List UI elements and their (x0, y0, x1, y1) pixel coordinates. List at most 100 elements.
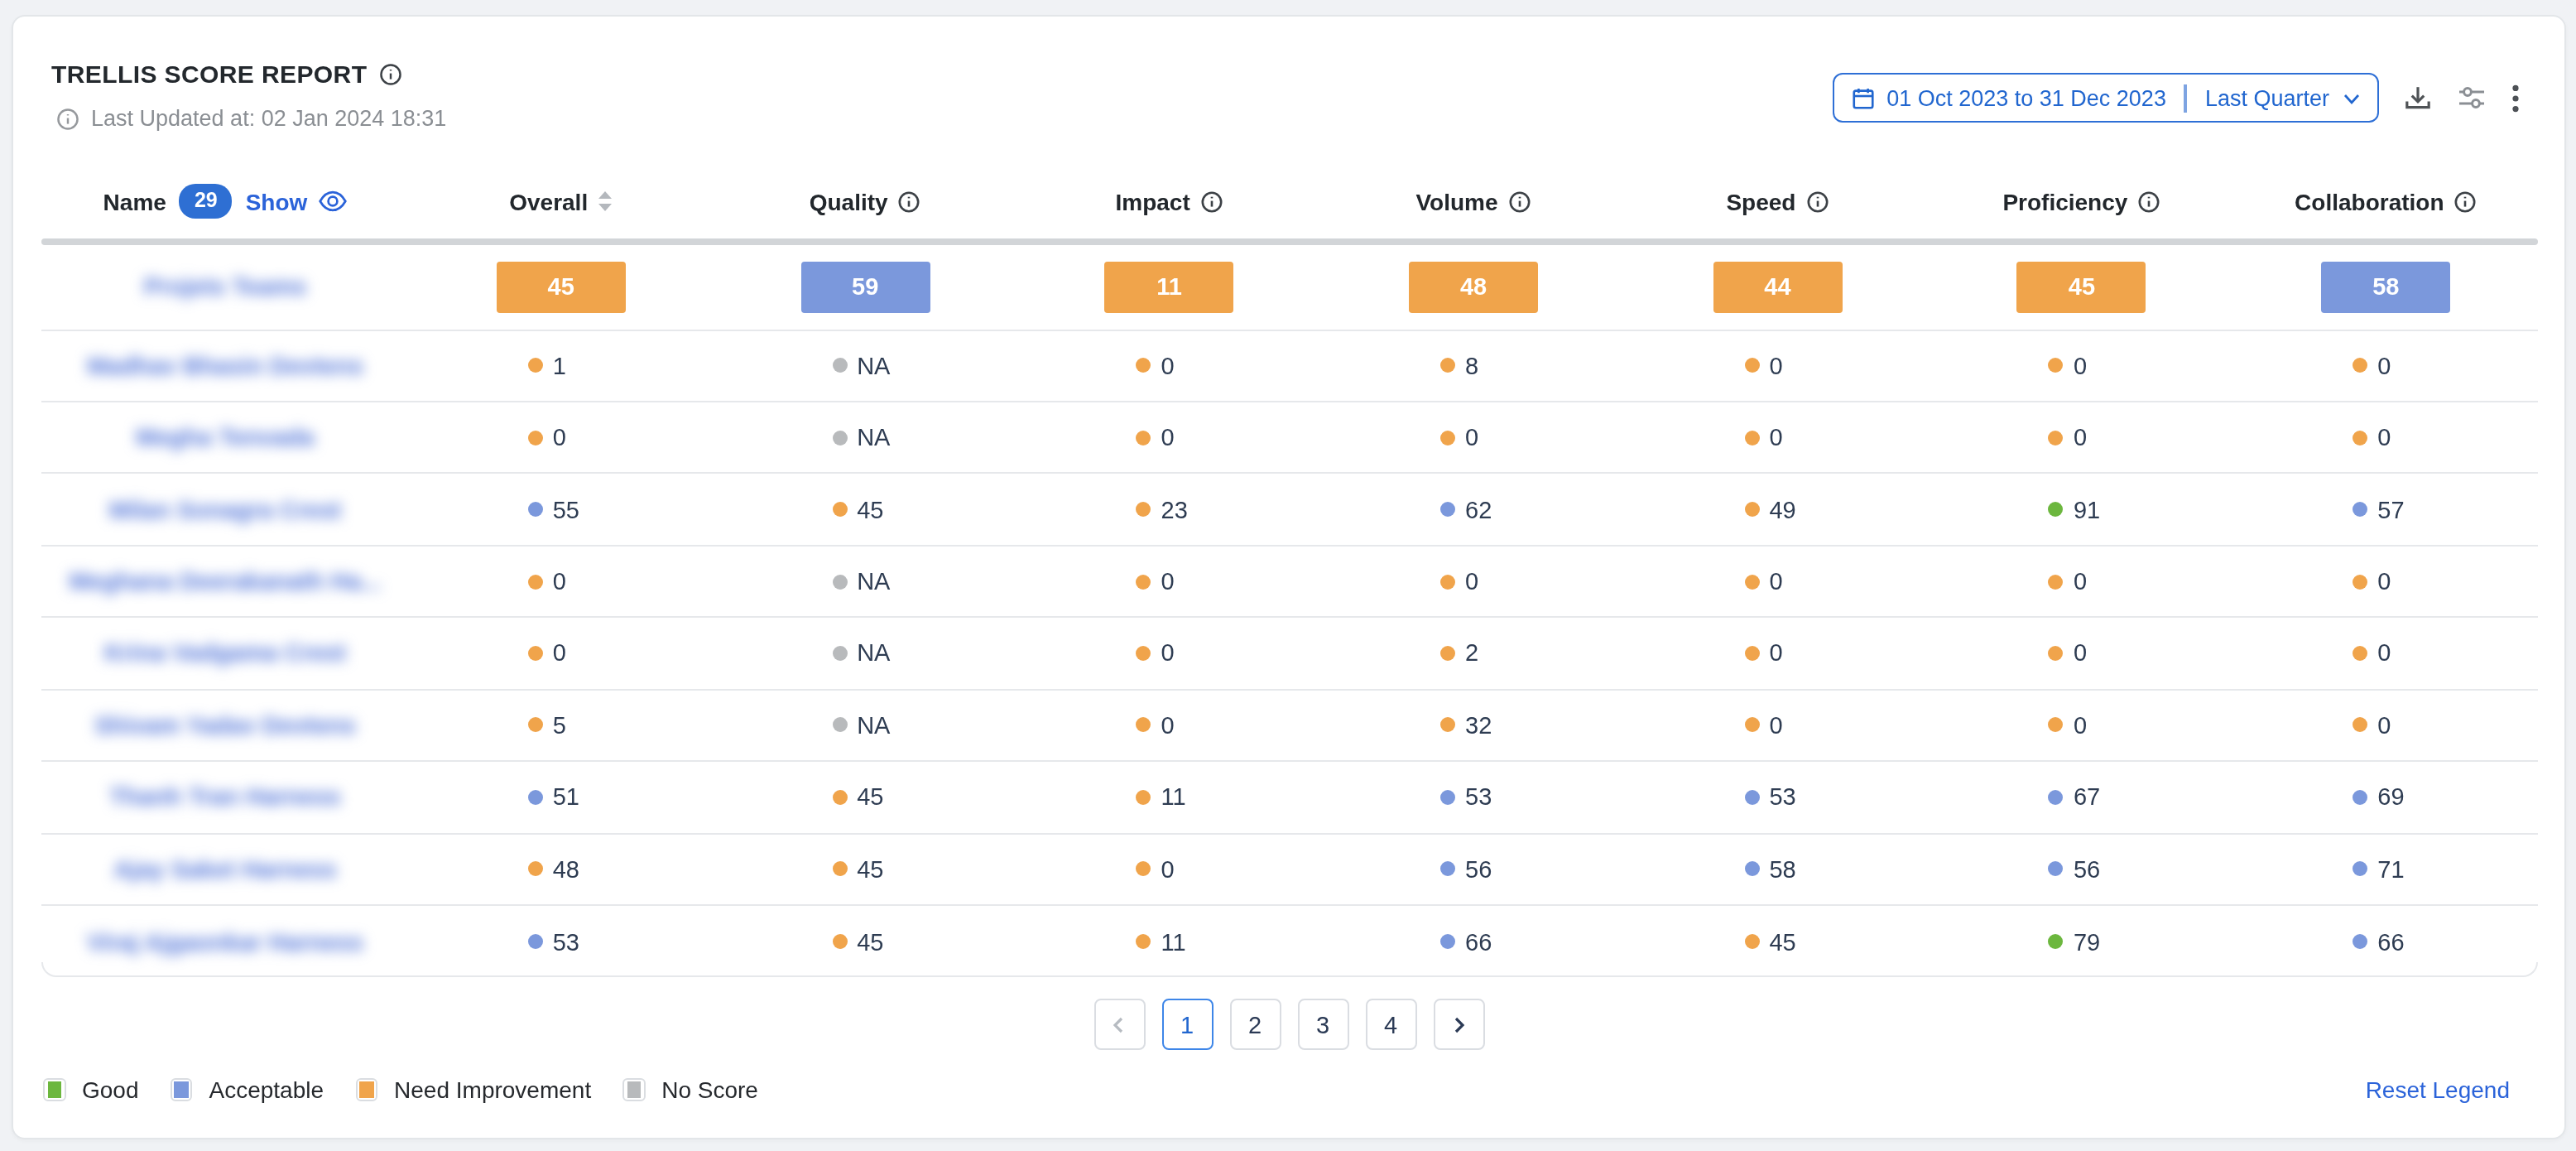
score-value: 0 (528, 424, 594, 450)
info-icon[interactable] (1200, 190, 1223, 213)
reset-legend-link[interactable]: Reset Legend (2366, 1076, 2510, 1103)
column-header-collaboration: Collaboration (2234, 188, 2538, 214)
member-name-link[interactable]: Meghana Deerakanath Ha... (69, 568, 381, 595)
member-name-link[interactable]: Viraj Ajgaonkar Harness (87, 928, 363, 955)
eye-icon[interactable] (317, 190, 347, 212)
download-icon[interactable] (2404, 84, 2432, 112)
member-name-link[interactable]: Megha Tenvada (136, 424, 314, 450)
pagination-page-3[interactable]: 3 (1297, 999, 1348, 1050)
score-dot (832, 358, 847, 373)
score-dot (1137, 358, 1151, 373)
legend-checkbox[interactable] (171, 1079, 193, 1101)
page: TRELLIS SCORE REPORT Last Updated at: 02… (0, 0, 2576, 1151)
legend-checkbox[interactable] (622, 1079, 645, 1101)
score-value: 0 (2353, 352, 2419, 378)
pagination-page-4[interactable]: 4 (1365, 999, 1416, 1050)
score-dot (1440, 574, 1455, 589)
legend-item-no_score[interactable]: No Score (622, 1076, 758, 1103)
pagination: 1234 (13, 999, 2564, 1050)
table-body: Projets Teams45591148444558Madhav Bhasin… (41, 244, 2538, 978)
info-icon[interactable] (2454, 190, 2477, 213)
score-chip: 59 (800, 261, 930, 312)
score-value: 0 (1137, 640, 1203, 667)
legend-label: Need Improvement (394, 1076, 591, 1103)
pagination-prev-button[interactable] (1093, 999, 1145, 1050)
score-dot (1744, 862, 1759, 877)
info-icon[interactable] (1508, 190, 1531, 213)
legend-item-good[interactable]: Good (43, 1076, 139, 1103)
score-value: 45 (832, 784, 898, 811)
score-dot (1744, 574, 1759, 589)
score-value: 69 (2353, 784, 2419, 811)
score-value: 71 (2353, 856, 2419, 883)
date-range-picker[interactable]: 01 Oct 2023 to 31 Dec 2023 Last Quarter (1832, 73, 2379, 123)
score-value: 48 (528, 856, 594, 883)
info-icon[interactable] (2137, 190, 2160, 213)
score-dot (832, 934, 847, 949)
kebab-menu-icon[interactable] (2511, 84, 2520, 112)
score-dot (1744, 718, 1759, 733)
info-icon[interactable] (1805, 190, 1829, 213)
table-row: Megha Tenvada0NA00000 (41, 402, 2538, 474)
member-name-link[interactable]: Krina Vadgama Crest (104, 640, 346, 667)
show-names-button[interactable]: Show (246, 188, 308, 214)
score-dot (2049, 790, 2064, 805)
legend-label: Good (82, 1076, 139, 1103)
pagination-next-button[interactable] (1433, 999, 1484, 1050)
score-dot (2353, 934, 2367, 949)
date-range-text: 01 Oct 2023 to 31 Dec 2023 (1886, 85, 2166, 110)
legend-item-acceptable[interactable]: Acceptable (171, 1076, 324, 1103)
score-dot (1440, 718, 1455, 733)
score-value: 45 (832, 856, 898, 883)
title-info-icon[interactable] (378, 62, 401, 85)
legend-checkbox[interactable] (43, 1079, 65, 1101)
score-value: 53 (528, 928, 594, 955)
score-value: 91 (2049, 496, 2115, 523)
pagination-page-2[interactable]: 2 (1229, 999, 1281, 1050)
score-value: 0 (2353, 568, 2419, 595)
sort-icon[interactable] (598, 190, 613, 212)
score-value: 0 (1440, 424, 1507, 450)
chevron-down-icon (2341, 87, 2362, 108)
member-name-link[interactable]: Thanh Tran Harness (110, 784, 341, 811)
score-dot (832, 646, 847, 661)
score-dot (1440, 358, 1455, 373)
score-chip: 48 (1409, 261, 1538, 312)
score-chip: 11 (1105, 261, 1234, 312)
table-row: Milan Sonagra Crest55452362499157 (41, 474, 2538, 547)
table-row: Thanh Tran Harness51451153536769 (41, 762, 2538, 834)
score-dot (528, 646, 543, 661)
score-dot (2353, 718, 2367, 733)
score-dot (1137, 934, 1151, 949)
settings-sliders-icon[interactable] (2457, 83, 2487, 113)
pagination-page-1[interactable]: 1 (1161, 999, 1213, 1050)
member-name-link[interactable]: Projets Teams (144, 273, 306, 300)
score-value: 0 (1137, 712, 1203, 739)
table-row: Ajay Saket Harness4845056585671 (41, 834, 2538, 906)
score-dot (832, 718, 847, 733)
column-header-overall[interactable]: Overall (409, 188, 713, 214)
score-dot (1440, 502, 1455, 517)
info-icon[interactable] (898, 190, 921, 213)
score-dot (2049, 358, 2064, 373)
score-dot (2353, 358, 2367, 373)
member-name-link[interactable]: Ajay Saket Harness (113, 856, 336, 883)
member-name-link[interactable]: Milan Sonagra Crest (109, 496, 341, 523)
score-value: 0 (1744, 640, 1810, 667)
score-dot (832, 430, 847, 445)
legend-item-need_improvement[interactable]: Need Improvement (355, 1076, 591, 1103)
score-dot (1137, 502, 1151, 517)
member-name-link[interactable]: Shivam Yadav Devtens (94, 712, 355, 739)
score-value: 2 (1440, 640, 1507, 667)
legend-checkbox[interactable] (355, 1079, 377, 1101)
score-value: 0 (1744, 352, 1810, 378)
score-dot (528, 862, 543, 877)
score-dot (1440, 862, 1455, 877)
score-value: NA (832, 712, 898, 739)
last-updated-info-icon[interactable] (56, 107, 79, 130)
score-dot (2049, 934, 2064, 949)
name-column-header: Name (103, 188, 166, 214)
score-value: 1 (528, 352, 594, 378)
date-divider (2184, 84, 2187, 112)
member-name-link[interactable]: Madhav Bhasin Devtens (87, 352, 363, 378)
